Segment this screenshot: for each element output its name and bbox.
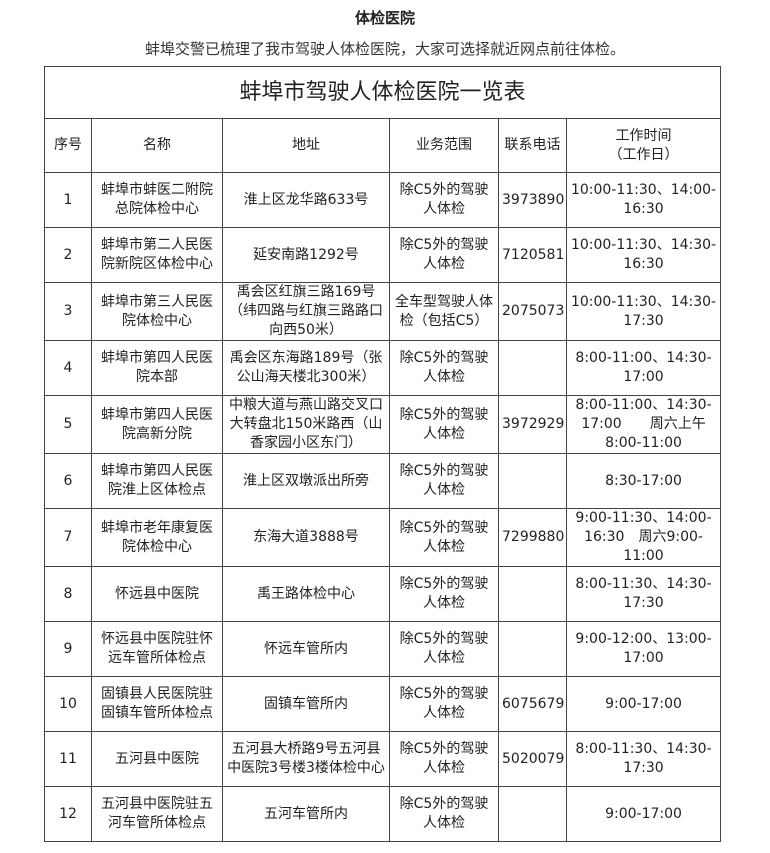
column-header: 工作时间 （工作日） <box>565 118 722 173</box>
address: 东海大道3888号 <box>222 508 390 567</box>
service-scope: 除C5外的驾驶人体检 <box>389 508 499 567</box>
phone <box>498 621 567 677</box>
hospital-name: 蚌埠市老年康复医院体检中心 <box>91 508 223 567</box>
working-hours: 8:00-11:30、14:30-17:30 <box>565 731 722 787</box>
address: 淮上区双墩派出所旁 <box>222 453 390 509</box>
address: 禹会区东海路189号（张公山海天楼北300米） <box>222 340 390 396</box>
hospital-name: 五河县中医院 <box>91 731 223 787</box>
row-number: 6 <box>44 453 92 509</box>
table-row: 5 蚌埠市第四人民医院高新分院 中粮大道与燕山路交叉口大转盘北150米路西（山香家园… <box>44 395 722 454</box>
column-header: 名称 <box>91 118 223 173</box>
service-scope: 除C5外的驾驶人体检 <box>389 340 499 396</box>
phone <box>498 340 567 396</box>
row-number: 3 <box>44 282 92 341</box>
working-hours: 8:00-11:00、14:30-17:00 周六上午8:00-11:00 <box>565 395 722 454</box>
row-number: 10 <box>44 676 92 732</box>
hospital-name: 蚌埠市第三人民医院体检中心 <box>91 282 223 341</box>
working-hours: 8:00-11:00、14:30-17:00 <box>565 340 722 396</box>
column-header: 联系电话 <box>498 118 567 173</box>
working-hours: 10:00-11:30、14:30-16:30 <box>565 227 722 283</box>
table-row: 8 怀远县中医院 禹王路体检中心 除C5外的驾驶人体检 8:00-11:30、14:30… <box>44 566 722 622</box>
service-scope: 除C5外的驾驶人体检 <box>389 172 499 228</box>
table-row: 3 蚌埠市第三人民医院体检中心 禹会区红旗三路169号（纬四路与红旗三路路口向西50… <box>44 282 722 341</box>
column-header: 业务范围 <box>389 118 499 173</box>
page-title: 体检医院 <box>354 9 415 27</box>
column-header-line: 工作时间 <box>615 127 672 144</box>
service-scope: 除C5外的驾驶人体检 <box>389 453 499 509</box>
working-hours: 10:00-11:30、14:00-16:30 <box>565 172 722 228</box>
phone: 3973890 <box>498 172 567 228</box>
hospital-name: 蚌埠市蚌医二附院总院体检中心 <box>91 172 223 228</box>
hospital-name: 蚌埠市第四人民医院高新分院 <box>91 395 223 454</box>
working-hours: 9:00-17:00 <box>565 786 722 842</box>
working-hours: 9:00-17:00 <box>565 676 722 732</box>
phone <box>498 453 567 509</box>
working-hours: 10:00-11:30、14:30-17:30 <box>565 282 722 341</box>
row-number: 5 <box>44 395 92 454</box>
table-row: 2 蚌埠市第二人民医院新院区体检中心 延安南路1292号 除C5外的驾驶人体检 7120… <box>44 227 722 283</box>
row-number: 8 <box>44 566 92 622</box>
hospital-name: 蚌埠市第四人民医院淮上区体检点 <box>91 453 223 509</box>
service-scope: 除C5外的驾驶人体检 <box>389 227 499 283</box>
working-hours: 9:00-12:00、13:00-17:00 <box>565 621 722 677</box>
table-row: 7 蚌埠市老年康复医院体检中心 东海大道3888号 除C5外的驾驶人体检 7299880… <box>44 508 722 567</box>
table-row: 9 怀远县中医院驻怀远车管所体检点 怀远车管所内 除C5外的驾驶人体检 9:00-12:… <box>44 621 722 677</box>
header-row: 序号 名称 地址 业务范围 联系电话 工作时间 （工作日） <box>44 118 722 173</box>
service-scope: 除C5外的驾驶人体检 <box>389 566 499 622</box>
table-title: 蚌埠市驾驶人体检医院一览表 <box>43 66 722 119</box>
hospital-name: 蚌埠市第二人民医院新院区体检中心 <box>91 227 223 283</box>
column-header: 地址 <box>222 118 390 173</box>
hospital-name: 五河县中医院驻五河车管所体检点 <box>91 786 223 842</box>
hospital-name: 怀远县中医院驻怀远车管所体检点 <box>91 621 223 677</box>
address: 五河车管所内 <box>222 786 390 842</box>
phone: 5020079 <box>498 731 567 787</box>
table-row: 1 蚌埠市蚌医二附院总院体检中心 淮上区龙华路633号 除C5外的驾驶人体检 39738… <box>44 172 722 228</box>
table-row: 10 固镇县人民医院驻固镇车管所体检点 固镇车管所内 除C5外的驾驶人体检 607567… <box>44 676 722 732</box>
row-number: 1 <box>44 172 92 228</box>
phone: 7299880 <box>498 508 567 567</box>
address: 延安南路1292号 <box>222 227 390 283</box>
address: 禹会区红旗三路169号（纬四路与红旗三路路口向西50米） <box>222 282 390 341</box>
service-scope: 除C5外的驾驶人体检 <box>389 786 499 842</box>
address: 淮上区龙华路633号 <box>222 172 390 228</box>
column-header-line: （工作日） <box>608 146 679 163</box>
address: 禹王路体检中心 <box>222 566 390 622</box>
table-row: 4 蚌埠市第四人民医院本部 禹会区东海路189号（张公山海天楼北300米） 除C5外的… <box>44 340 722 396</box>
service-scope: 除C5外的驾驶人体检 <box>389 621 499 677</box>
row-number: 12 <box>44 786 92 842</box>
intro: 蚌埠交警已梳理了我市驾驶人体检医院，大家可选择就近网点前往体检。 <box>144 40 625 58</box>
phone: 7120581 <box>498 227 567 283</box>
address: 固镇车管所内 <box>222 676 390 732</box>
phone: 2075073 <box>498 282 567 341</box>
address: 中粮大道与燕山路交叉口大转盘北150米路西（山香家园小区东门） <box>222 395 390 454</box>
working-hours: 9:00-11:30、14:00-16:30 周六9:00-11:00 <box>565 508 722 567</box>
hospital-name: 怀远县中医院 <box>91 566 223 622</box>
hospital-name: 固镇县人民医院驻固镇车管所体检点 <box>91 676 223 732</box>
table-row: 12 五河县中医院驻五河车管所体检点 五河车管所内 除C5外的驾驶人体检 9:00-17… <box>44 786 722 842</box>
phone: 6075679 <box>498 676 567 732</box>
row-number: 9 <box>44 621 92 677</box>
service-scope: 除C5外的驾驶人体检 <box>389 731 499 787</box>
address: 五河县大桥路9号五河县中医院3号楼3楼体检中心 <box>222 731 390 787</box>
phone: 3972929 <box>498 395 567 454</box>
phone <box>498 566 567 622</box>
column-header: 序号 <box>44 118 92 173</box>
phone <box>498 786 567 842</box>
table-row: 11 五河县中医院 五河县大桥路9号五河县中医院3号楼3楼体检中心 除C5外的驾驶人体… <box>44 731 722 787</box>
table-row: 6 蚌埠市第四人民医院淮上区体检点 淮上区双墩派出所旁 除C5外的驾驶人体检 8:30-… <box>44 453 722 509</box>
row-number: 11 <box>44 731 92 787</box>
hospital-name: 蚌埠市第四人民医院本部 <box>91 340 223 396</box>
table-body: 1 蚌埠市蚌医二附院总院体检中心 淮上区龙华路633号 除C5外的驾驶人体检 39738… <box>44 172 722 842</box>
row-number: 2 <box>44 227 92 283</box>
working-hours: 8:30-17:00 <box>565 453 722 509</box>
service-scope: 除C5外的驾驶人体检 <box>389 395 499 454</box>
row-number: 4 <box>44 340 92 396</box>
service-scope: 除C5外的驾驶人体检 <box>389 676 499 732</box>
address: 怀远车管所内 <box>222 621 390 677</box>
working-hours: 8:00-11:30、14:30-17:30 <box>565 566 722 622</box>
row-number: 7 <box>44 508 92 567</box>
service-scope: 全车型驾驶人体检（包括C5） <box>389 282 499 341</box>
